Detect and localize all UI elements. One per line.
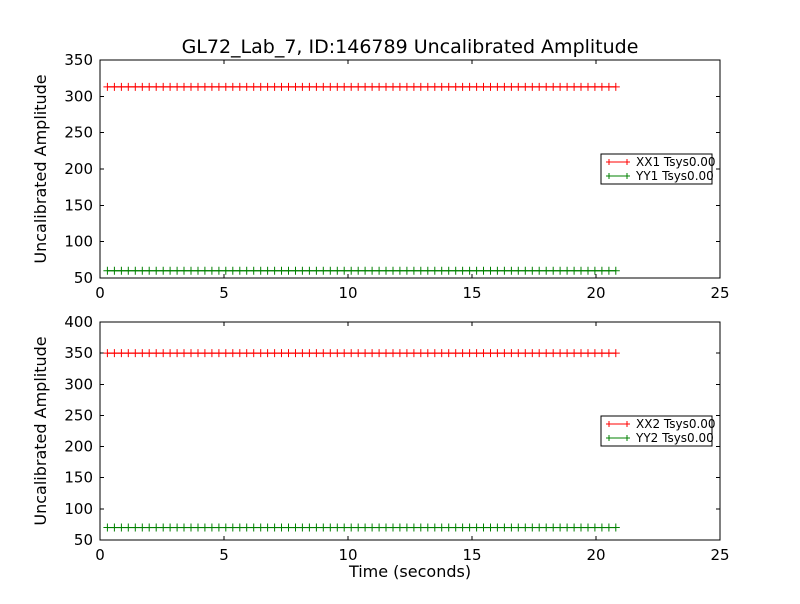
legend-label: XX1 Tsys0.00 [636, 155, 716, 169]
legend-marker [606, 159, 630, 165]
y-tick-label: 300 [64, 87, 93, 105]
y-tick-label: 400 [64, 313, 93, 331]
bottom-y-axis-label: Uncalibrated Amplitude [31, 336, 50, 525]
x-tick-label: 20 [586, 546, 605, 564]
x-tick-label: 0 [95, 546, 105, 564]
x-tick-label: 15 [462, 546, 481, 564]
series-markers [103, 82, 620, 91]
series-markers [103, 266, 620, 275]
plot-title: GL72_Lab_7, ID:146789 Uncalibrated Ampli… [182, 36, 639, 58]
x-tick-label: 0 [95, 284, 105, 302]
y-tick-label: 150 [64, 469, 93, 487]
y-tick-label: 200 [64, 438, 93, 456]
x-axis-label: Time (seconds) [348, 562, 471, 581]
top-subplot: 0 5 10 15 20 25 50 100 150 200 250 300 350 XX1 Tsys0.… [64, 51, 729, 302]
y-tick-label: 50 [74, 269, 93, 287]
legend-label: YY2 Tsys0.00 [635, 431, 714, 445]
y-tick-label: 150 [64, 196, 93, 214]
legend-label: XX2 Tsys0.00 [636, 417, 716, 431]
x-tick-label: 25 [710, 284, 729, 302]
y-tick-label: 350 [64, 51, 93, 69]
x-tick-label: 10 [338, 546, 357, 564]
top-y-axis-label: Uncalibrated Amplitude [31, 74, 50, 263]
series-markers [103, 523, 620, 532]
x-tick-label: 15 [462, 284, 481, 302]
legend-box [600, 415, 713, 447]
y-tick-label: 250 [64, 124, 93, 142]
x-tick-label: 5 [219, 546, 229, 564]
bottom-subplot: 0 5 10 15 20 25 50 100 150 200 250 300 350 400 XX2 Tsy… [64, 313, 729, 564]
y-tick-label: 350 [64, 344, 93, 362]
legend-marker [606, 435, 630, 441]
y-tick-label: 250 [64, 406, 93, 424]
x-tick-label: 20 [586, 284, 605, 302]
legend-label: YY1 Tsys0.00 [635, 169, 714, 183]
x-tick-label: 25 [710, 546, 729, 564]
x-tick-label: 5 [219, 284, 229, 302]
series-markers [103, 349, 620, 358]
y-tick-label: 100 [64, 233, 93, 251]
y-tick-label: 50 [74, 531, 93, 549]
x-tick-label: 10 [338, 284, 357, 302]
y-tick-label: 300 [64, 375, 93, 393]
legend-marker [606, 421, 630, 427]
y-tick-label: 200 [64, 160, 93, 178]
legend-box [600, 153, 713, 185]
axes-frame [99, 321, 721, 541]
y-tick-label: 100 [64, 500, 93, 518]
legend-marker [606, 173, 630, 179]
